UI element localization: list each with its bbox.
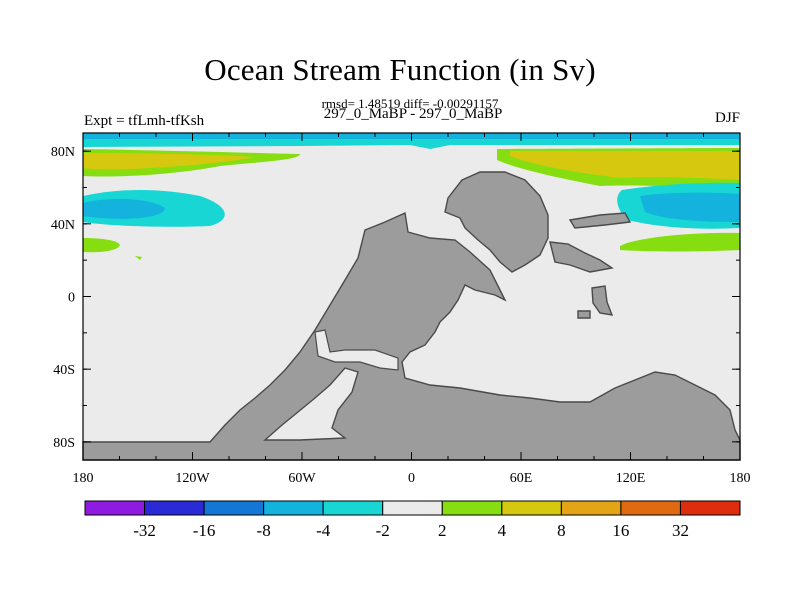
- colorbar-swatch: [620, 500, 681, 516]
- inland-sea: [263, 367, 359, 441]
- stats-line: rmsd= 1.48519 diff= -0.00291157: [321, 96, 499, 111]
- landmass-pangaea: [82, 211, 741, 461]
- x-tick-label: 60E: [510, 471, 533, 486]
- contour-band-tethys-blue: [640, 192, 740, 222]
- contour-band-subpolar-blue: [83, 198, 165, 219]
- axis-ticks: 180 120W 60W 0 60E 120E 180 80N 40N 0 40S 80S: [51, 133, 751, 486]
- period-label: 297_0_MaBP - 297_0_MaBP: [323, 106, 503, 122]
- experiment-label: Expt = tfLmh-tfKsh: [84, 113, 205, 129]
- colorbar-swatch: [679, 500, 741, 516]
- colorbar-label: 2: [438, 521, 447, 540]
- y-tick-label: 40S: [53, 363, 75, 378]
- contour-band-green-pacific: [83, 238, 120, 253]
- x-tick-label: 180: [730, 471, 751, 486]
- colorbar-swatch: [441, 500, 503, 516]
- landmass-northern-block: [444, 171, 549, 273]
- colorbar-label: -2: [376, 521, 390, 540]
- colorbar-swatch: [203, 500, 265, 516]
- y-tick-label: 80N: [51, 145, 75, 160]
- landmass-island-east-4: [577, 310, 591, 319]
- x-tick-label: 120E: [616, 471, 646, 486]
- colorbar-swatch: [501, 500, 562, 516]
- colorbar-swatch: [84, 500, 146, 516]
- colorbar-label: -32: [133, 521, 156, 540]
- colorbar-label: 16: [612, 521, 629, 540]
- contour-band-green-speck: [135, 256, 142, 260]
- x-tick-label: 120W: [175, 471, 210, 486]
- colorbar-label: 8: [557, 521, 566, 540]
- landmass-island-east-1: [568, 212, 632, 229]
- landmass-island-east-3: [591, 285, 614, 316]
- colorbar-label: -4: [316, 521, 331, 540]
- colorbar-label: -16: [193, 521, 216, 540]
- colorbar: -32 -16 -8 -4 -2 2 4 8 16 32: [84, 500, 741, 540]
- y-tick-label: 40N: [51, 218, 75, 233]
- season-label: DJF: [714, 110, 740, 126]
- x-tick-label: 0: [408, 471, 415, 486]
- x-tick-label: 180: [73, 471, 94, 486]
- y-tick-label: 80S: [53, 436, 75, 451]
- y-tick-label: 0: [68, 291, 75, 306]
- colorbar-swatch: [382, 500, 443, 516]
- colorbar-label: 32: [672, 521, 689, 540]
- x-tick-label: 60W: [288, 471, 316, 486]
- inland-channel: [314, 329, 399, 371]
- chart-title: Ocean Stream Function (in Sv): [204, 52, 596, 87]
- colorbar-swatch: [322, 500, 384, 516]
- contour-band-n-pacific-yellow: [83, 153, 255, 170]
- colorbar-swatch: [263, 500, 324, 516]
- landmass-island-east-2: [549, 241, 614, 273]
- colorbar-label: -8: [257, 521, 271, 540]
- colorbar-swatch: [144, 500, 205, 516]
- colorbar-label: 4: [498, 521, 507, 540]
- contour-band-n-atlantic-yellow: [510, 151, 740, 180]
- contour-band-green-east: [620, 232, 740, 252]
- colorbar-swatch: [560, 500, 622, 516]
